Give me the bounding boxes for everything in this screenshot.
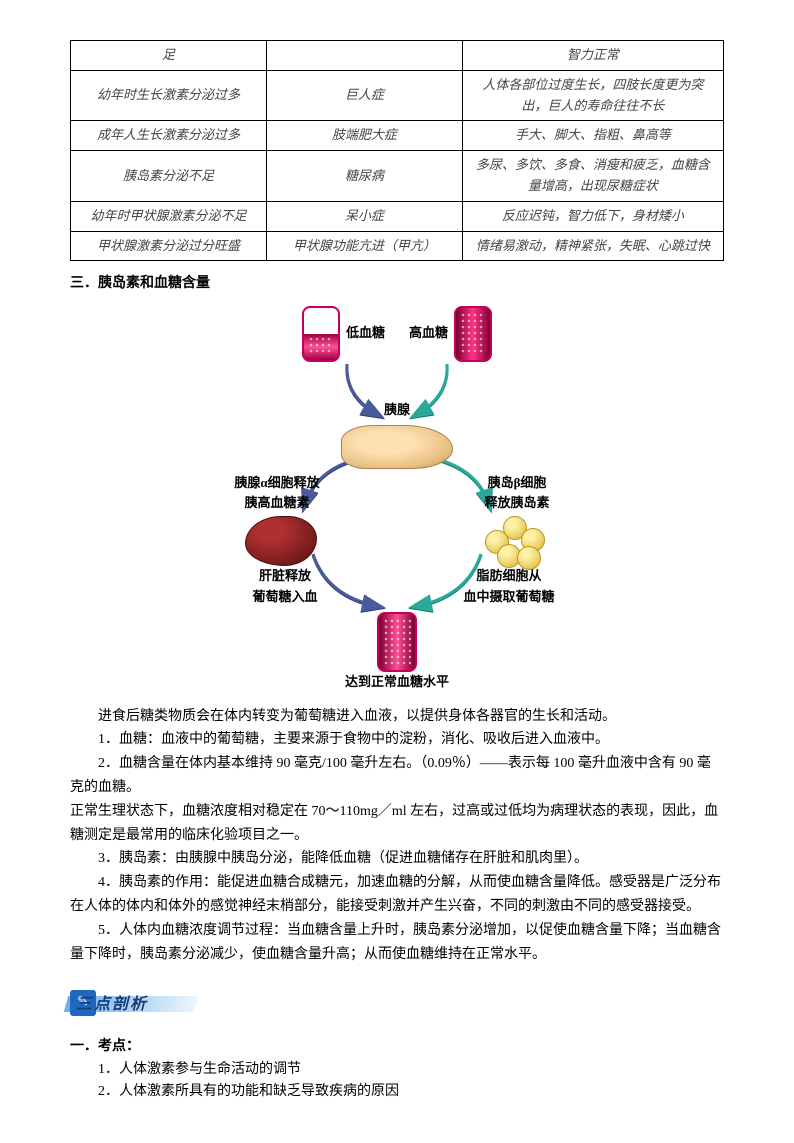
para-3: 3．胰岛素：由胰腺中胰岛分泌，能降低血糖（促进血糖储存在肝脏和肌肉里）。	[70, 847, 724, 871]
alpha-line1: 胰腺α细胞释放	[234, 475, 319, 490]
liver-line1: 肝脏释放	[259, 568, 311, 583]
section-3-heading: 三．胰岛素和血糖含量	[70, 273, 724, 295]
beta-cells-label: 胰岛β细胞 释放胰岛素	[467, 473, 567, 515]
table-row: 足 智力正常	[71, 41, 724, 71]
hormone-table: 足 智力正常 幼年时生长激素分泌过多 巨人症 人体各部位过度生长，四肢长度更为突…	[70, 40, 724, 261]
cell-cond: 成年人生长激素分泌过多	[71, 121, 267, 151]
tube-low-icon	[302, 306, 340, 362]
table-row: 幼年时生长激素分泌过多 巨人症 人体各部位过度生长，四肢长度更为突出，巨人的寿命…	[71, 70, 724, 121]
low-label: 低血糖	[346, 323, 385, 344]
cell-disease	[266, 41, 462, 71]
banner-text: 三点剖析	[76, 992, 148, 1018]
normal-label: 达到正常血糖水平	[345, 672, 449, 693]
cell-disease: 糖尿病	[266, 151, 462, 202]
cell-symptom: 反应迟钝，智力低下，身材矮小	[462, 201, 723, 231]
para-2a: 2．血糖含量在体内基本维持 90 毫克/100 毫升左右。（0.09％）——表示…	[70, 752, 724, 800]
cell-symptom: 多尿、多饮、多食、消瘦和疲乏，血糖含量增高，出现尿糖症状	[462, 151, 723, 202]
analysis-banner: ✎ 三点剖析	[70, 990, 724, 1018]
table-row: 成年人生长激素分泌过多 肢端肥大症 手大、脚大、指粗、鼻高等	[71, 121, 724, 151]
cell-cond: 幼年时甲状腺激素分泌不足	[71, 201, 267, 231]
tube-high-icon	[454, 306, 492, 362]
table-row: 幼年时甲状腺激素分泌不足 呆小症 反应迟钝，智力低下，身材矮小	[71, 201, 724, 231]
cell-symptom: 手大、脚大、指粗、鼻高等	[462, 121, 723, 151]
para-5: 5．人体内血糖浓度调节过程：当血糖含量上升时，胰岛素分泌增加，以促使血糖含量下降…	[70, 919, 724, 967]
liver-icon	[245, 516, 317, 566]
fat-line1: 脂肪细胞从	[476, 568, 541, 583]
cell-cond: 胰岛素分泌不足	[71, 151, 267, 202]
kaodian-heading: 一．考点：	[70, 1036, 724, 1058]
fat-label: 脂肪细胞从 血中摄取葡萄糖	[459, 566, 559, 608]
high-label: 高血糖	[409, 323, 448, 344]
beta-line2: 释放胰岛素	[484, 495, 549, 510]
para-4: 4．胰岛素的作用：能促进血糖合成糖元，加速血糖的分解，从而使血糖含量降低。感受器…	[70, 871, 724, 919]
blood-sugar-diagram: 低血糖 高血糖 胰腺 胰腺α细胞释放 胰高血糖素 胰岛β细胞 释放胰岛素	[70, 306, 724, 693]
para-2b: 正常生理状态下，血糖浓度相对稳定在 70～110mg／ml 左右，过高或过低均为…	[70, 800, 724, 848]
cell-disease: 呆小症	[266, 201, 462, 231]
cell-cond: 足	[71, 41, 267, 71]
para-1: 1．血糖：血液中的葡萄糖，主要来源于食物中的淀粉，消化、吸收后进入血液中。	[70, 728, 724, 752]
table-row: 胰岛素分泌不足 糖尿病 多尿、多饮、多食、消瘦和疲乏，血糖含量增高，出现尿糖症状	[71, 151, 724, 202]
cell-symptom: 人体各部位过度生长，四肢长度更为突出，巨人的寿命往往不长	[462, 70, 723, 121]
table-row: 甲状腺激素分泌过分旺盛 甲状腺功能亢进（甲亢） 情绪易激动，精神紧张，失眠、心跳…	[71, 231, 724, 261]
alpha-line2: 胰高血糖素	[244, 495, 309, 510]
kaodian-2: 2．人体激素所具有的功能和缺乏导致疾病的原因	[70, 1081, 724, 1103]
cell-cond: 幼年时生长激素分泌过多	[71, 70, 267, 121]
cell-symptom: 情绪易激动，精神紧张，失眠、心跳过快	[462, 231, 723, 261]
pancreas-icon	[341, 425, 453, 469]
pancreas-label: 胰腺	[384, 400, 410, 421]
cell-symptom: 智力正常	[462, 41, 723, 71]
cell-disease: 巨人症	[266, 70, 462, 121]
fat-line2: 血中摄取葡萄糖	[463, 589, 554, 604]
cell-disease: 甲状腺功能亢进（甲亢）	[266, 231, 462, 261]
liver-line2: 葡萄糖入血	[252, 589, 317, 604]
fat-cells-icon	[483, 516, 549, 566]
kaodian-1: 1．人体激素参与生命活动的调节	[70, 1059, 724, 1081]
beta-line1: 胰岛β细胞	[488, 475, 547, 490]
liver-label: 肝脏释放 葡萄糖入血	[235, 566, 335, 608]
cell-cond: 甲状腺激素分泌过分旺盛	[71, 231, 267, 261]
body-text: 进食后糖类物质会在体内转变为葡萄糖进入血液，以提供身体各器官的生长和活动。 1．…	[70, 705, 724, 967]
tube-normal-icon	[377, 612, 417, 672]
para-0: 进食后糖类物质会在体内转变为葡萄糖进入血液，以提供身体各器官的生长和活动。	[70, 705, 724, 729]
alpha-cells-label: 胰腺α细胞释放 胰高血糖素	[227, 473, 327, 515]
cell-disease: 肢端肥大症	[266, 121, 462, 151]
